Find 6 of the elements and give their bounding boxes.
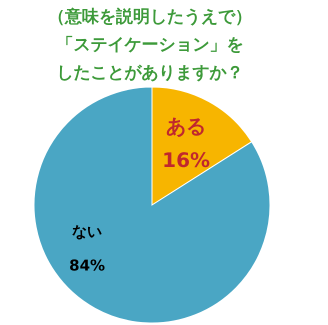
data-label: 84%	[69, 256, 106, 274]
data-label: 16%	[162, 148, 210, 172]
slice-label: ある	[166, 114, 206, 138]
chart-title: （意味を説明したうえで）	[48, 7, 252, 27]
slice-label: ない	[72, 222, 102, 240]
chart-subtitle: 「ステイケーション」をしたことがありますか？	[56, 35, 244, 83]
